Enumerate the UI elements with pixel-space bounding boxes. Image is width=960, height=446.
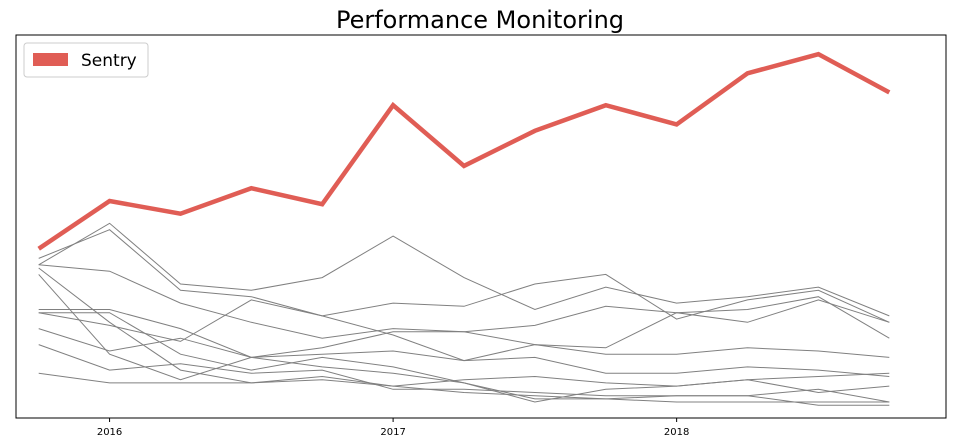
series-layer xyxy=(38,222,890,406)
x-tick-label-2016: 2016 xyxy=(97,427,122,438)
legend: Sentry xyxy=(23,42,149,78)
highlight-layer xyxy=(37,51,891,251)
plot-frame xyxy=(15,34,947,419)
x-tick-label-2018: 2018 xyxy=(664,427,689,438)
series-line-s9 xyxy=(38,372,890,387)
series-line-s6 xyxy=(38,267,890,403)
legend-swatch-sentry xyxy=(33,53,68,66)
x-tick-label-2017: 2017 xyxy=(380,427,405,438)
series-line-s1 xyxy=(38,222,890,317)
series-line-s11 xyxy=(38,309,890,377)
chart-title: Performance Monitoring xyxy=(336,6,624,34)
series-line-s8 xyxy=(38,344,890,403)
legend-label-sentry: Sentry xyxy=(81,51,137,71)
series-line-sentry xyxy=(37,51,891,251)
series-line-s2 xyxy=(38,229,890,323)
legend-frame xyxy=(23,42,149,78)
x-axis-ticks: 2016 2017 2018 xyxy=(97,418,689,438)
series-line-s10 xyxy=(38,274,890,381)
